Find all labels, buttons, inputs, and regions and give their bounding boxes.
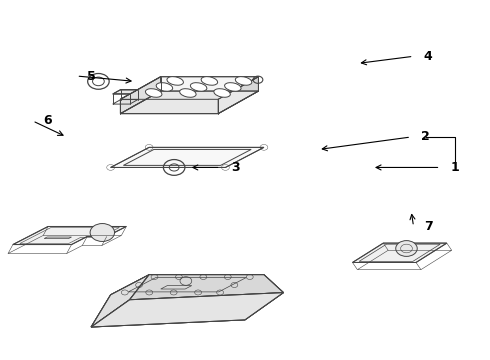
- Polygon shape: [352, 243, 447, 262]
- Polygon shape: [218, 77, 258, 114]
- Polygon shape: [91, 293, 284, 327]
- Circle shape: [90, 224, 115, 242]
- Polygon shape: [121, 77, 161, 114]
- Ellipse shape: [167, 77, 183, 85]
- Polygon shape: [44, 237, 72, 239]
- Ellipse shape: [201, 77, 218, 85]
- Ellipse shape: [146, 89, 162, 97]
- Polygon shape: [121, 77, 258, 99]
- Ellipse shape: [235, 77, 252, 85]
- Ellipse shape: [180, 89, 196, 97]
- Text: 5: 5: [87, 69, 96, 82]
- Polygon shape: [13, 226, 126, 244]
- Polygon shape: [111, 147, 264, 167]
- Text: 4: 4: [424, 50, 433, 63]
- Ellipse shape: [224, 83, 241, 91]
- Polygon shape: [113, 90, 138, 94]
- Ellipse shape: [156, 83, 172, 91]
- Ellipse shape: [191, 83, 207, 91]
- Text: 6: 6: [43, 114, 51, 127]
- Circle shape: [396, 240, 417, 256]
- Polygon shape: [129, 275, 284, 300]
- Ellipse shape: [214, 89, 230, 97]
- Text: 1: 1: [451, 161, 460, 174]
- Text: 7: 7: [424, 220, 433, 233]
- Polygon shape: [91, 275, 149, 327]
- Text: 2: 2: [421, 130, 430, 144]
- Text: 3: 3: [231, 161, 240, 174]
- Polygon shape: [121, 276, 253, 293]
- Polygon shape: [91, 295, 245, 327]
- Polygon shape: [225, 275, 284, 320]
- Polygon shape: [121, 91, 258, 114]
- Polygon shape: [111, 275, 264, 295]
